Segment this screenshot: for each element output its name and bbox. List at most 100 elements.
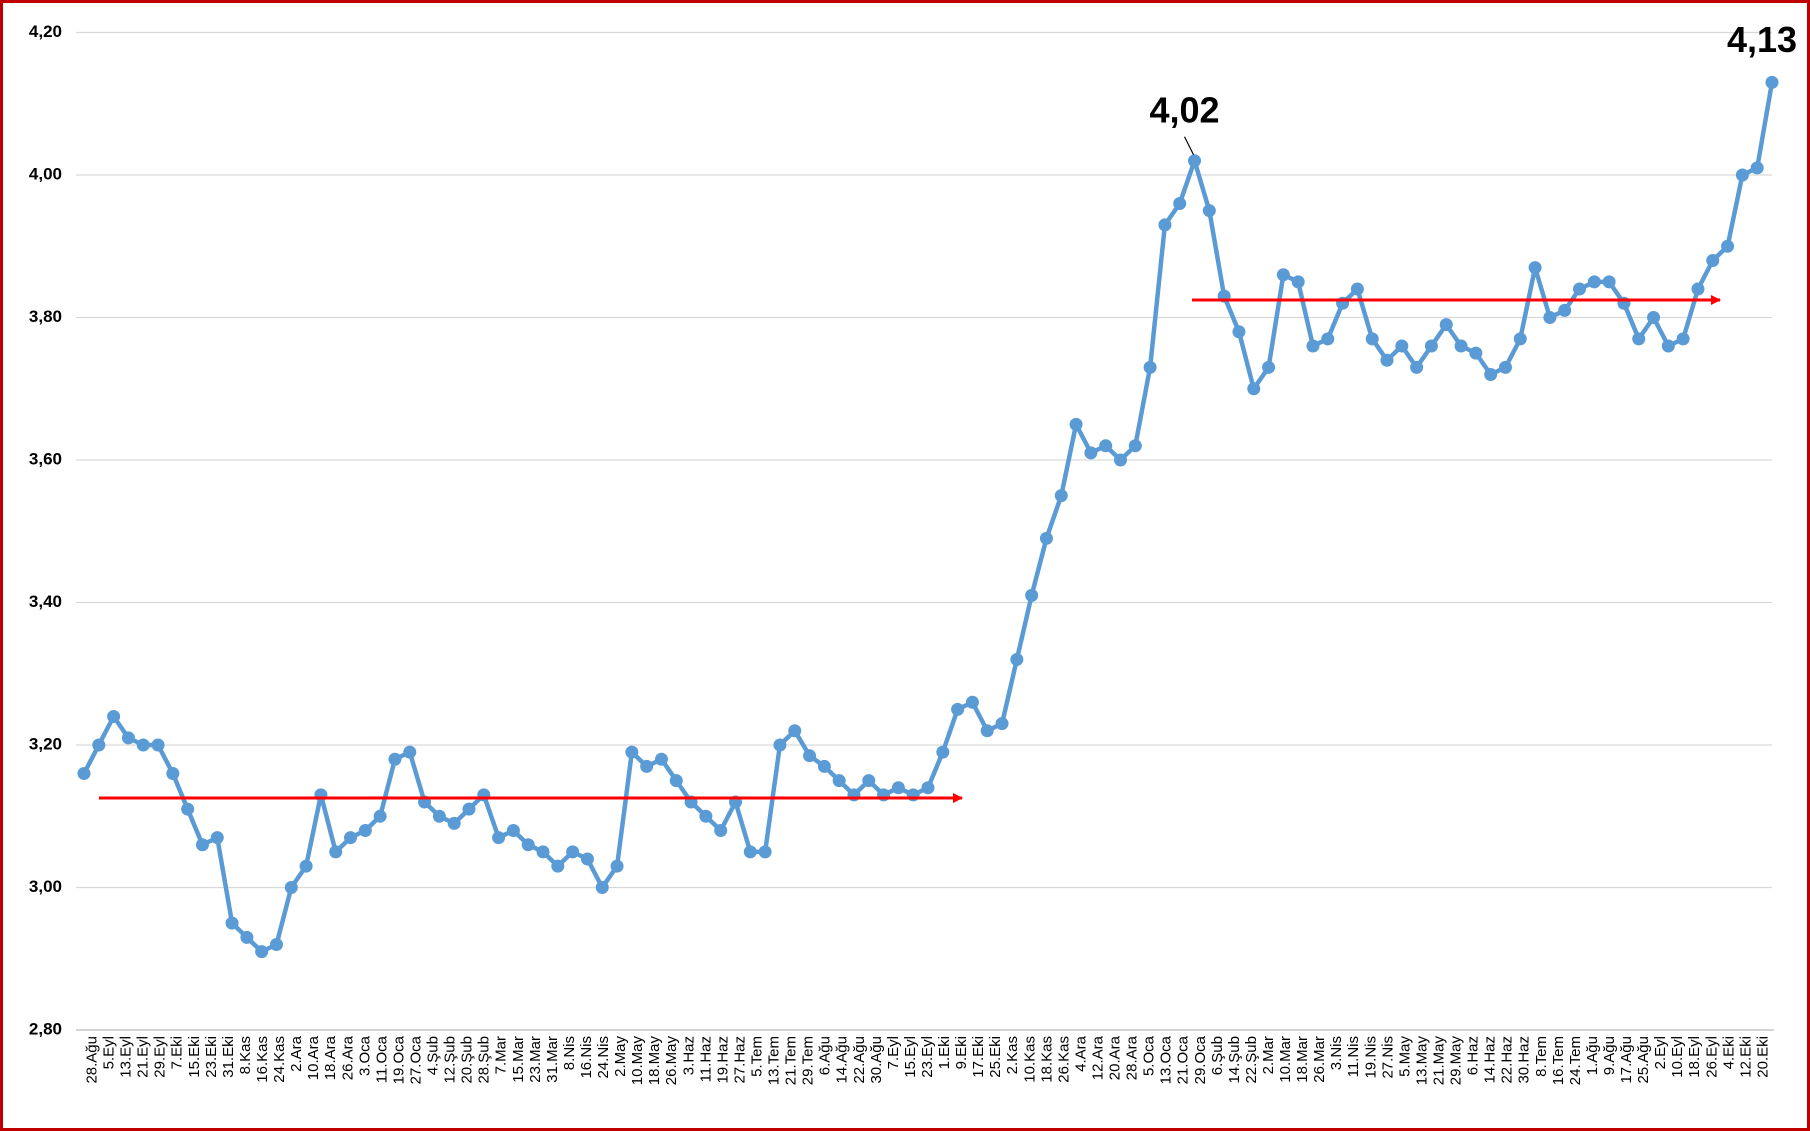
point	[1010, 653, 1024, 666]
point	[654, 752, 668, 766]
x-tick-label: 29.Eyl	[152, 1036, 169, 1078]
point	[936, 745, 950, 759]
x-tick-label: 16.Nis	[578, 1036, 595, 1079]
annotation: 4,02	[1149, 89, 1219, 130]
point	[1395, 339, 1409, 353]
point	[1587, 275, 1601, 289]
point	[1454, 339, 1468, 353]
point	[181, 802, 195, 816]
x-tick-label: 8.Kas	[237, 1036, 254, 1074]
x-tick-label: 19.Haz	[714, 1036, 731, 1084]
point	[1573, 282, 1587, 296]
x-tick-label: 28.Ara	[1124, 1035, 1141, 1080]
point	[1721, 239, 1735, 253]
x-tick-label: 20.Ara	[1107, 1035, 1124, 1080]
point	[1513, 332, 1527, 346]
point	[1765, 75, 1779, 89]
grid	[76, 31, 1774, 1031]
point	[1380, 353, 1394, 367]
x-tick-label: 5.Tem	[748, 1036, 765, 1077]
point	[506, 824, 520, 837]
x-tick-label: 15.Eyl	[902, 1036, 919, 1078]
point	[1706, 254, 1720, 267]
point	[1439, 318, 1453, 332]
x-tick-label: 1.Ağu	[1584, 1036, 1601, 1075]
point	[1291, 275, 1305, 289]
point	[1676, 332, 1690, 346]
x-tick-label: 6.Haz	[1465, 1036, 1482, 1075]
x-tick-label: 21.Eyl	[135, 1036, 152, 1078]
point	[269, 938, 283, 951]
x-tick-label: 18.Kas	[1038, 1036, 1055, 1083]
point	[1735, 168, 1749, 182]
x-tick-label: 20.Eki	[1754, 1036, 1771, 1078]
point	[699, 809, 713, 823]
point	[1054, 489, 1068, 503]
x-tick-label: 15.Eki	[186, 1036, 203, 1078]
point	[121, 731, 135, 745]
x-tick-label: 16.Tem	[1550, 1036, 1567, 1085]
point	[1143, 360, 1157, 374]
x-tick-label: 9.Eki	[953, 1036, 970, 1069]
point	[521, 838, 535, 852]
point	[1158, 218, 1172, 232]
point	[921, 781, 935, 795]
x-tick-label: 7.Mar	[493, 1036, 510, 1074]
x-tick-label: 30.Haz	[1516, 1036, 1533, 1084]
point	[255, 945, 269, 959]
x-tick-label: 13.Eyl	[118, 1036, 135, 1078]
point	[669, 774, 683, 788]
x-tick-label: 26.Kas	[1055, 1036, 1072, 1083]
point	[284, 881, 298, 894]
x-tick-label: 14.Ağu	[834, 1036, 851, 1084]
x-tick-label: 29.May	[1448, 1036, 1465, 1086]
point	[1232, 325, 1246, 339]
x-tick-label: 10.May	[629, 1036, 646, 1086]
x-tick-label: 26.May	[663, 1036, 680, 1086]
point	[388, 752, 402, 766]
point	[862, 774, 876, 788]
x-tick-label: 21.Tem	[783, 1036, 800, 1085]
x-tick-label: 25.Ağu	[1635, 1036, 1652, 1084]
point	[980, 724, 994, 738]
point	[1321, 332, 1335, 346]
point	[1306, 339, 1320, 353]
x-tick-label: 7.Eki	[169, 1036, 186, 1069]
point	[1350, 282, 1364, 296]
point	[743, 845, 757, 859]
point	[1276, 268, 1290, 282]
y-tick-label: 3,00	[29, 877, 62, 896]
x-tick-label: 2.Ara	[288, 1035, 305, 1072]
point	[1750, 161, 1764, 175]
x-tick-label: 27.Haz	[731, 1036, 748, 1084]
point	[803, 749, 817, 763]
x-tick-label: 10.Mar	[1277, 1036, 1294, 1083]
point	[1558, 303, 1572, 317]
x-tick-label: 5.Oca	[1141, 1035, 1158, 1076]
point	[536, 845, 550, 859]
point	[788, 724, 802, 738]
point	[1498, 360, 1512, 374]
x-tick-label: 19.Nis	[1362, 1036, 1379, 1079]
x-tick-label: 24.Kas	[271, 1036, 288, 1083]
point	[1099, 439, 1113, 453]
x-tick-label: 31.Mar	[544, 1036, 561, 1083]
point	[1069, 417, 1083, 431]
x-tick-label: 12.Şub	[442, 1036, 459, 1084]
x-tick-label: 11.Haz	[697, 1036, 714, 1082]
point	[1039, 531, 1053, 545]
point	[1188, 154, 1202, 168]
x-tick-label: 9.Ağu	[1601, 1036, 1618, 1075]
point	[758, 845, 772, 859]
x-tick-label: 17.Ağu	[1618, 1036, 1635, 1084]
x-tick-label: 28.Ağu	[83, 1036, 100, 1084]
x-tick-label: 23.Eyl	[919, 1036, 936, 1078]
x-tick-label: 10.Ara	[305, 1035, 322, 1080]
x-tick-label: 11.Nis	[1345, 1036, 1362, 1077]
point	[1113, 453, 1127, 467]
x-tick-label: 2.Mar	[1260, 1036, 1277, 1074]
point	[195, 838, 209, 852]
x-tick-label: 27.Nis	[1379, 1036, 1396, 1079]
